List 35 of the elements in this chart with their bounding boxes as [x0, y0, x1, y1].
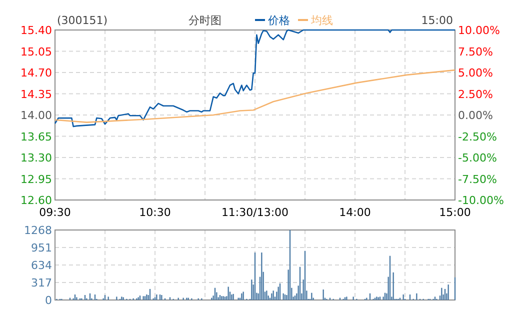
- line-series: [54, 69, 456, 123]
- y-tick-label: 951: [31, 242, 52, 254]
- y2-tick-label: 5.00%: [458, 66, 493, 80]
- y2-tick-label: -10.00%: [458, 194, 504, 207]
- y2-tick-label: -5.00%: [458, 152, 497, 164]
- y2-tick-label: -7.50%: [458, 172, 497, 186]
- y-tick-label: 0: [45, 294, 52, 307]
- y-tick-label: 15.05: [20, 45, 52, 58]
- y-tick-label: 317: [31, 276, 52, 290]
- y2-tick-label: 2.50%: [458, 88, 493, 101]
- x-tick-label: 10:30: [139, 206, 171, 219]
- text: 15:00: [421, 14, 453, 27]
- y-tick-label: 12.95: [20, 172, 52, 186]
- line-series: [54, 29, 456, 128]
- chart-subtitle: 分时图: [188, 14, 222, 27]
- y-tick-label: 13.65: [20, 130, 52, 144]
- y2-tick-label: 10.00%: [458, 24, 500, 37]
- x-tick-label: 09:30: [39, 206, 71, 219]
- legend-label: 价格: [267, 14, 290, 27]
- y2-tick-label: 0.00%: [458, 109, 493, 122]
- x-tick-label: 14:00: [339, 206, 371, 219]
- y-tick-label: 13.30: [20, 152, 52, 164]
- y-tick-label: 15.40: [20, 24, 52, 37]
- y-tick-label: 1268: [24, 224, 52, 237]
- y2-tick-label: -2.50%: [458, 130, 497, 144]
- y-tick-label: 14.70: [20, 66, 52, 80]
- y-tick-label: 634: [31, 259, 52, 272]
- y-tick-label: 12.60: [20, 194, 52, 207]
- legend-label: 均线: [310, 14, 333, 27]
- chart-title: (300151): [57, 14, 108, 27]
- x-tick-label: 15:00: [439, 206, 471, 219]
- y-tick-label: 14.35: [20, 88, 52, 101]
- y-tick-label: 14.00: [20, 109, 52, 122]
- y2-tick-label: 7.50%: [458, 45, 493, 58]
- x-tick-label: 11:30/13:00: [221, 206, 289, 219]
